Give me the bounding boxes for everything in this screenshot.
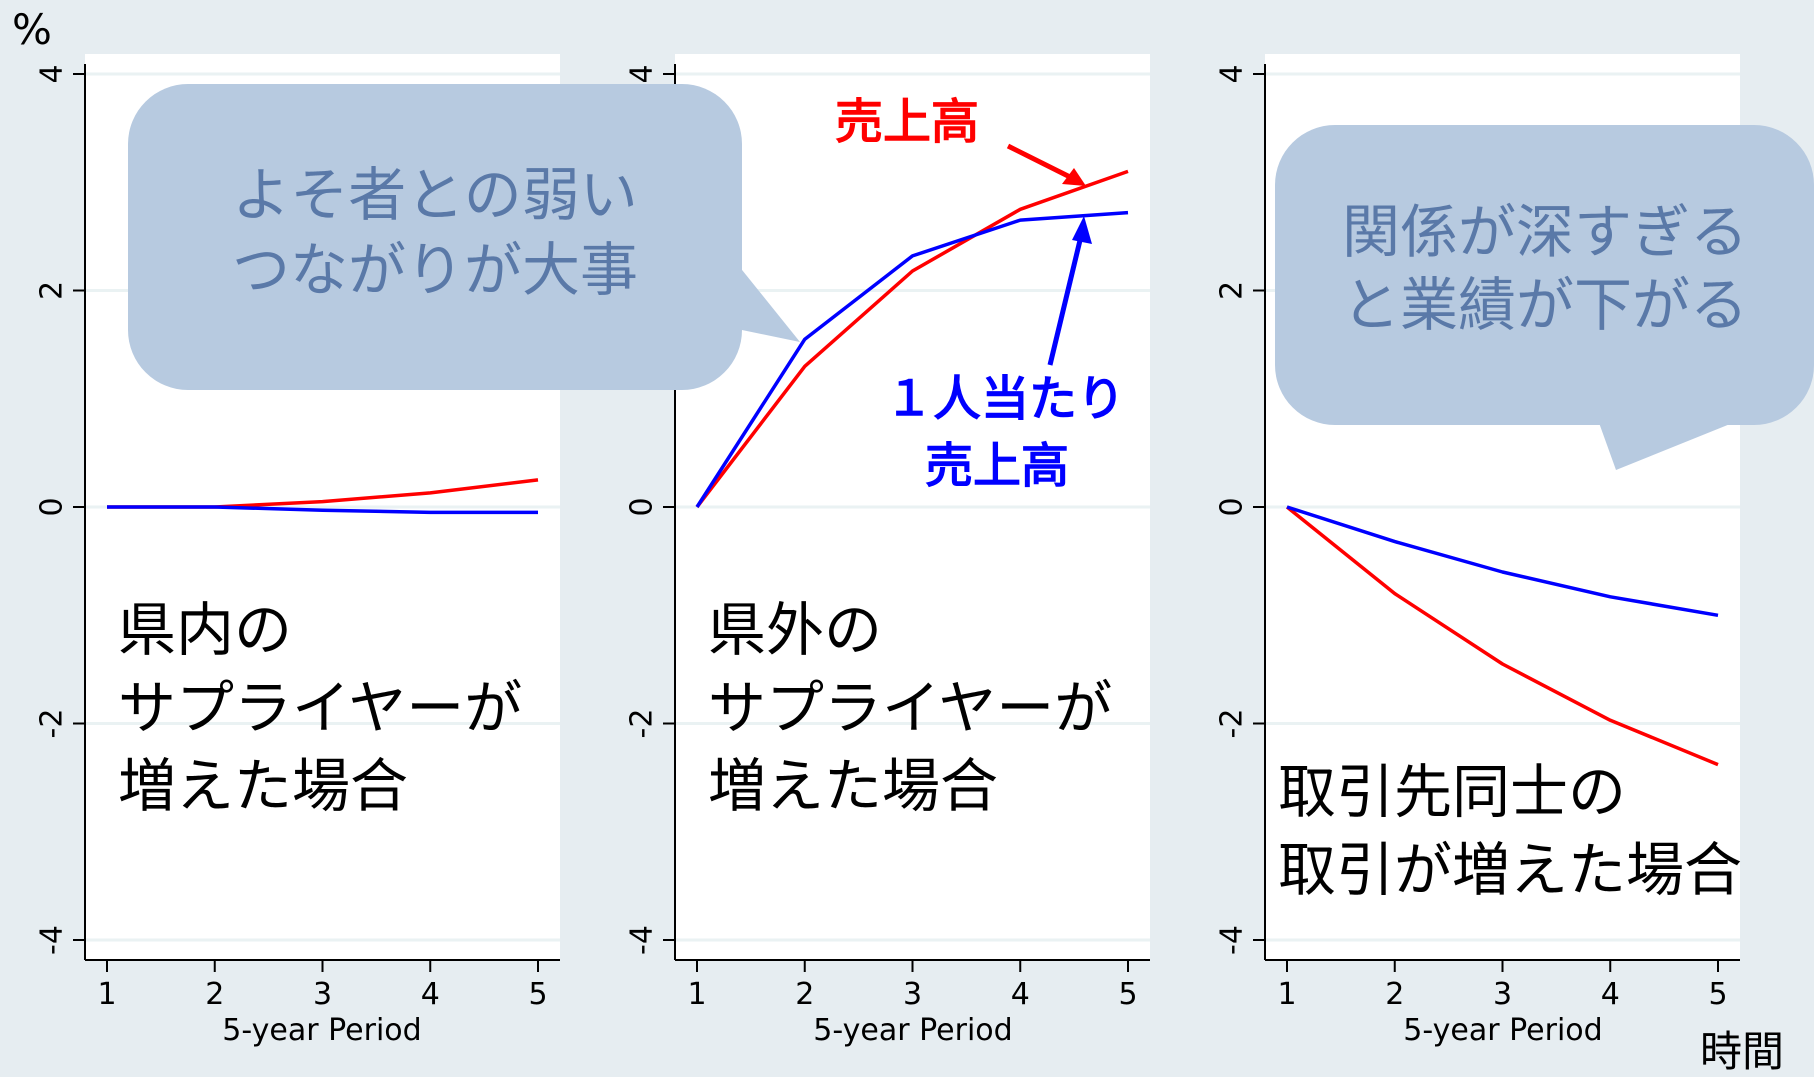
callout-line-2: つながりが大事 [232, 236, 638, 304]
annotation-line: サプライヤーが [118, 674, 522, 742]
callout-bubble [128, 84, 742, 390]
series-line-blue [1286, 505, 1719, 618]
annotation-line: 県外の [708, 596, 882, 664]
callout-deep-ties: 関係が深すぎる と業績が下がる [1275, 125, 1814, 470]
callout-bubble [1275, 125, 1814, 425]
callout-line-1: 関係が深すぎる [1342, 198, 1748, 266]
series-line-blue [107, 505, 538, 515]
x-tick-label: 5 [1708, 977, 1727, 1012]
callout-line-2: と業績が下がる [1342, 271, 1748, 339]
y-tick-label: -2 [1215, 709, 1250, 739]
series [1285, 505, 1719, 767]
y-tick-label: 2 [1215, 281, 1250, 300]
series-label-blue-text-1: １人当たり [885, 371, 1125, 427]
callout-weak-ties: よそ者との弱い つながりが大事 [128, 84, 800, 390]
x-tick-label: 1 [1277, 977, 1296, 1012]
annotation-line: 取引が増えた場合 [1278, 836, 1742, 904]
axes: -4 -2 0 2 4 1 2 3 4 5 [35, 64, 560, 1012]
annotation-line: サプライヤーが [708, 674, 1112, 742]
x-axis-label: 5-year Period [222, 1013, 421, 1048]
callout-line-1: よそ者との弱い [232, 161, 637, 229]
series [695, 169, 1129, 509]
y-tick-label: -4 [1215, 925, 1250, 955]
arrow-red-head [1062, 168, 1086, 186]
callout-tail [730, 255, 800, 342]
unit-label: % [12, 5, 52, 54]
arrow-blue-shaft [1047, 231, 1085, 366]
y-tick-label: -4 [625, 925, 660, 955]
y-tick-label: 0 [35, 497, 70, 516]
x-tick-label: 4 [1011, 977, 1030, 1012]
y-tick-label: -2 [625, 709, 660, 739]
y-tick-label: 4 [625, 64, 660, 83]
x-tick-label: 5 [1118, 977, 1137, 1012]
y-tick-label: -4 [35, 925, 70, 955]
series-line-red [1285, 505, 1719, 767]
annotation-line: 増えた場合 [118, 752, 408, 820]
series-label-blue: １人当たり 売上高 [885, 216, 1125, 494]
x-axis-label: 5-year Period [1403, 1013, 1602, 1048]
x-tick-label: 4 [421, 977, 440, 1012]
x-tick-label: 5 [528, 977, 547, 1012]
annotation-line: 県内の [118, 596, 292, 664]
y-tick-label: -2 [35, 709, 70, 739]
x-tick-label: 3 [903, 977, 922, 1012]
axes: -4 -2 0 2 4 1 2 3 4 5 [1215, 64, 1740, 1012]
x-tick-label: 4 [1601, 977, 1620, 1012]
series-line-red [695, 169, 1129, 509]
grid [675, 72, 1150, 942]
x-tick-label: 3 [1493, 977, 1512, 1012]
arrow-blue-head [1072, 216, 1092, 244]
x-tick-label: 1 [97, 977, 116, 1012]
y-tick-label: 0 [1215, 497, 1250, 516]
series-line-blue [695, 210, 1129, 508]
x-axis-label: 5-year Period [813, 1013, 1012, 1048]
x-tick-label: 1 [687, 977, 706, 1012]
x-tick-label: 2 [795, 977, 814, 1012]
series-label-blue-text-2: 売上高 [925, 438, 1069, 494]
annotation-line: 増えた場合 [708, 752, 998, 820]
x-tick-label: 3 [313, 977, 332, 1012]
annotation-line: 取引先同士の [1278, 758, 1626, 826]
y-tick-label: 4 [1215, 64, 1250, 83]
callout-tail [1598, 420, 1740, 470]
y-tick-label: 4 [35, 64, 70, 83]
y-tick-label: 0 [625, 497, 660, 516]
x-tick-label: 2 [205, 977, 224, 1012]
series-label-red-text: 売上高 [835, 94, 979, 150]
x-tick-label: 2 [1385, 977, 1404, 1012]
time-label: 時間 [1700, 1027, 1784, 1076]
series [107, 478, 539, 515]
y-tick-label: 2 [35, 281, 70, 300]
series-label-red: 売上高 [835, 94, 1086, 186]
